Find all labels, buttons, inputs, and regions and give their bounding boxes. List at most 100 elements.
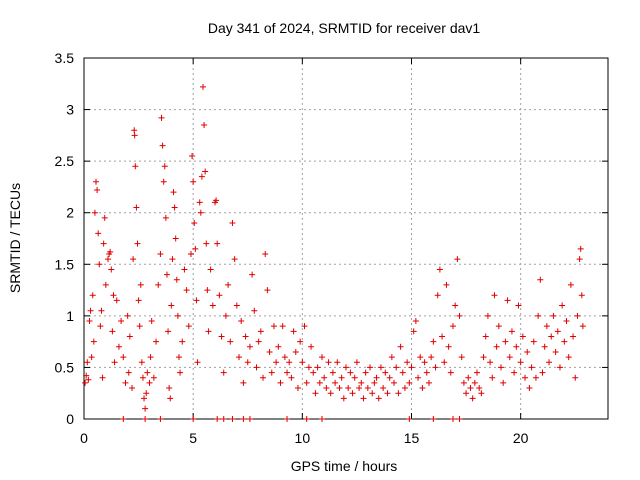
data-point — [244, 359, 251, 366]
data-point — [255, 338, 262, 345]
data-point — [257, 328, 264, 335]
y-tick-label: 0.5 — [55, 359, 75, 375]
data-point — [120, 354, 127, 361]
data-point — [207, 266, 214, 273]
data-point — [401, 385, 408, 392]
data-point — [229, 416, 236, 422]
data-point — [131, 127, 138, 134]
data-point — [143, 390, 150, 397]
data-point — [519, 333, 526, 340]
data-point — [166, 385, 173, 392]
data-point — [82, 379, 89, 386]
data-point — [142, 405, 149, 412]
data-point — [334, 359, 341, 366]
data-point — [142, 416, 149, 422]
data-point — [327, 390, 334, 397]
plot-frame — [83, 57, 609, 420]
data-point — [240, 379, 247, 386]
data-point — [167, 395, 174, 402]
data-point — [288, 374, 295, 381]
y-tick-label: 2 — [66, 205, 74, 221]
data-point — [260, 374, 267, 381]
data-point — [447, 369, 454, 376]
data-point — [336, 385, 343, 392]
data-point — [343, 364, 349, 371]
data-point — [132, 163, 139, 170]
data-point — [95, 230, 102, 237]
data-point — [567, 281, 574, 288]
data-point — [294, 385, 301, 392]
data-point — [530, 338, 537, 345]
data-point — [107, 248, 114, 255]
data-point — [191, 220, 198, 227]
data-point — [100, 240, 107, 247]
data-point — [133, 204, 140, 211]
data-point — [360, 395, 367, 402]
data-point — [356, 385, 363, 392]
data-point — [467, 385, 474, 392]
data-point — [253, 364, 260, 371]
data-point — [480, 354, 487, 361]
data-point — [362, 369, 369, 376]
data-point — [196, 199, 203, 206]
data-point — [465, 374, 472, 381]
data-point — [222, 312, 229, 319]
data-point — [572, 374, 579, 381]
data-point — [559, 302, 566, 309]
data-point — [478, 390, 485, 397]
data-point — [162, 214, 169, 221]
data-point — [130, 256, 137, 263]
data-point — [165, 328, 172, 335]
data-point — [332, 379, 339, 386]
data-point — [98, 307, 105, 314]
data-point — [373, 374, 380, 381]
data-point — [474, 369, 480, 376]
data-point — [506, 354, 513, 361]
data-point — [449, 416, 456, 422]
data-point — [233, 302, 240, 309]
data-point — [125, 369, 132, 376]
data-point — [576, 256, 583, 263]
data-point — [136, 323, 143, 330]
data-point — [183, 287, 190, 294]
data-point — [157, 250, 164, 257]
data-point — [508, 328, 515, 335]
y-tick-label: 1.5 — [55, 256, 75, 272]
data-point — [522, 374, 529, 381]
data-point — [432, 364, 439, 371]
data-point — [463, 390, 470, 397]
y-tick-label: 2.5 — [55, 153, 75, 169]
data-point — [202, 168, 209, 175]
data-point — [150, 374, 157, 381]
data-point — [541, 343, 548, 350]
data-point — [270, 323, 277, 330]
data-point — [329, 369, 336, 376]
x-tick-label: 10 — [295, 430, 311, 446]
x-tick-label: 0 — [80, 430, 88, 446]
data-point — [570, 333, 577, 340]
data-point — [218, 333, 225, 340]
data-point — [393, 364, 400, 371]
data-point — [227, 338, 234, 345]
data-point — [498, 364, 505, 371]
data-point — [377, 364, 384, 371]
data-point — [482, 333, 489, 340]
data-point — [273, 359, 280, 366]
data-point — [425, 379, 432, 386]
data-point — [489, 374, 496, 381]
y-tick-label: 0 — [66, 411, 74, 427]
data-point — [110, 292, 117, 299]
data-point — [185, 323, 192, 330]
data-point — [179, 338, 186, 345]
data-point — [428, 354, 435, 361]
data-point — [487, 359, 494, 366]
data-point — [556, 364, 563, 371]
data-point — [171, 204, 178, 211]
data-point — [97, 323, 104, 330]
data-point — [163, 271, 170, 278]
data-point — [299, 359, 306, 366]
data-point — [430, 338, 437, 345]
data-point — [579, 323, 586, 330]
data-point — [528, 364, 535, 371]
data-point — [246, 416, 253, 422]
